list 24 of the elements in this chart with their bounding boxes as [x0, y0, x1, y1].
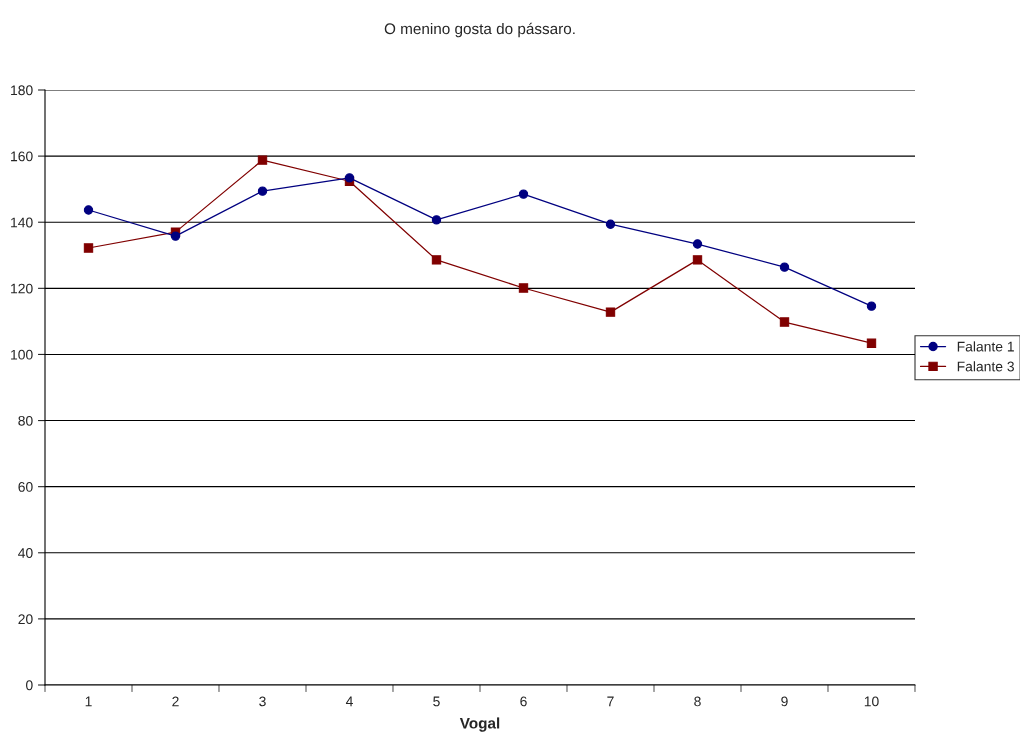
legend-label: Falante 3 — [957, 361, 1014, 372]
y-tick-label: 100 — [11, 349, 33, 360]
y-tick-label: 60 — [18, 482, 33, 492]
x-tick-label: 1 — [85, 696, 92, 707]
y-tick-label: 80 — [18, 415, 33, 426]
x-tick-label: 8 — [694, 696, 701, 707]
x-tick-label: 9 — [781, 696, 788, 707]
x-tick-label: 2 — [172, 696, 179, 707]
legend-label: Falante 1 — [957, 341, 1014, 352]
chart-title: O menino gosta do pássaro. — [384, 22, 575, 38]
x-axis-title: Vogal — [459, 717, 500, 732]
x-tick-label: 5 — [433, 696, 440, 707]
y-tick-label: 180 — [11, 85, 33, 96]
x-tick-label: 4 — [345, 696, 353, 707]
x-tick-label: 10 — [864, 696, 879, 707]
y-tick-label: 20 — [18, 614, 33, 625]
x-tick-label: 3 — [259, 696, 266, 707]
y-tick-label: 0 — [26, 680, 33, 691]
y-tick-label: 140 — [11, 217, 33, 228]
y-tick-label: 160 — [11, 151, 33, 162]
y-tick-label: 120 — [11, 283, 33, 294]
x-tick-label: 6 — [520, 696, 527, 707]
y-tick-label: 40 — [18, 548, 33, 558]
x-tick-label: 7 — [607, 696, 614, 707]
